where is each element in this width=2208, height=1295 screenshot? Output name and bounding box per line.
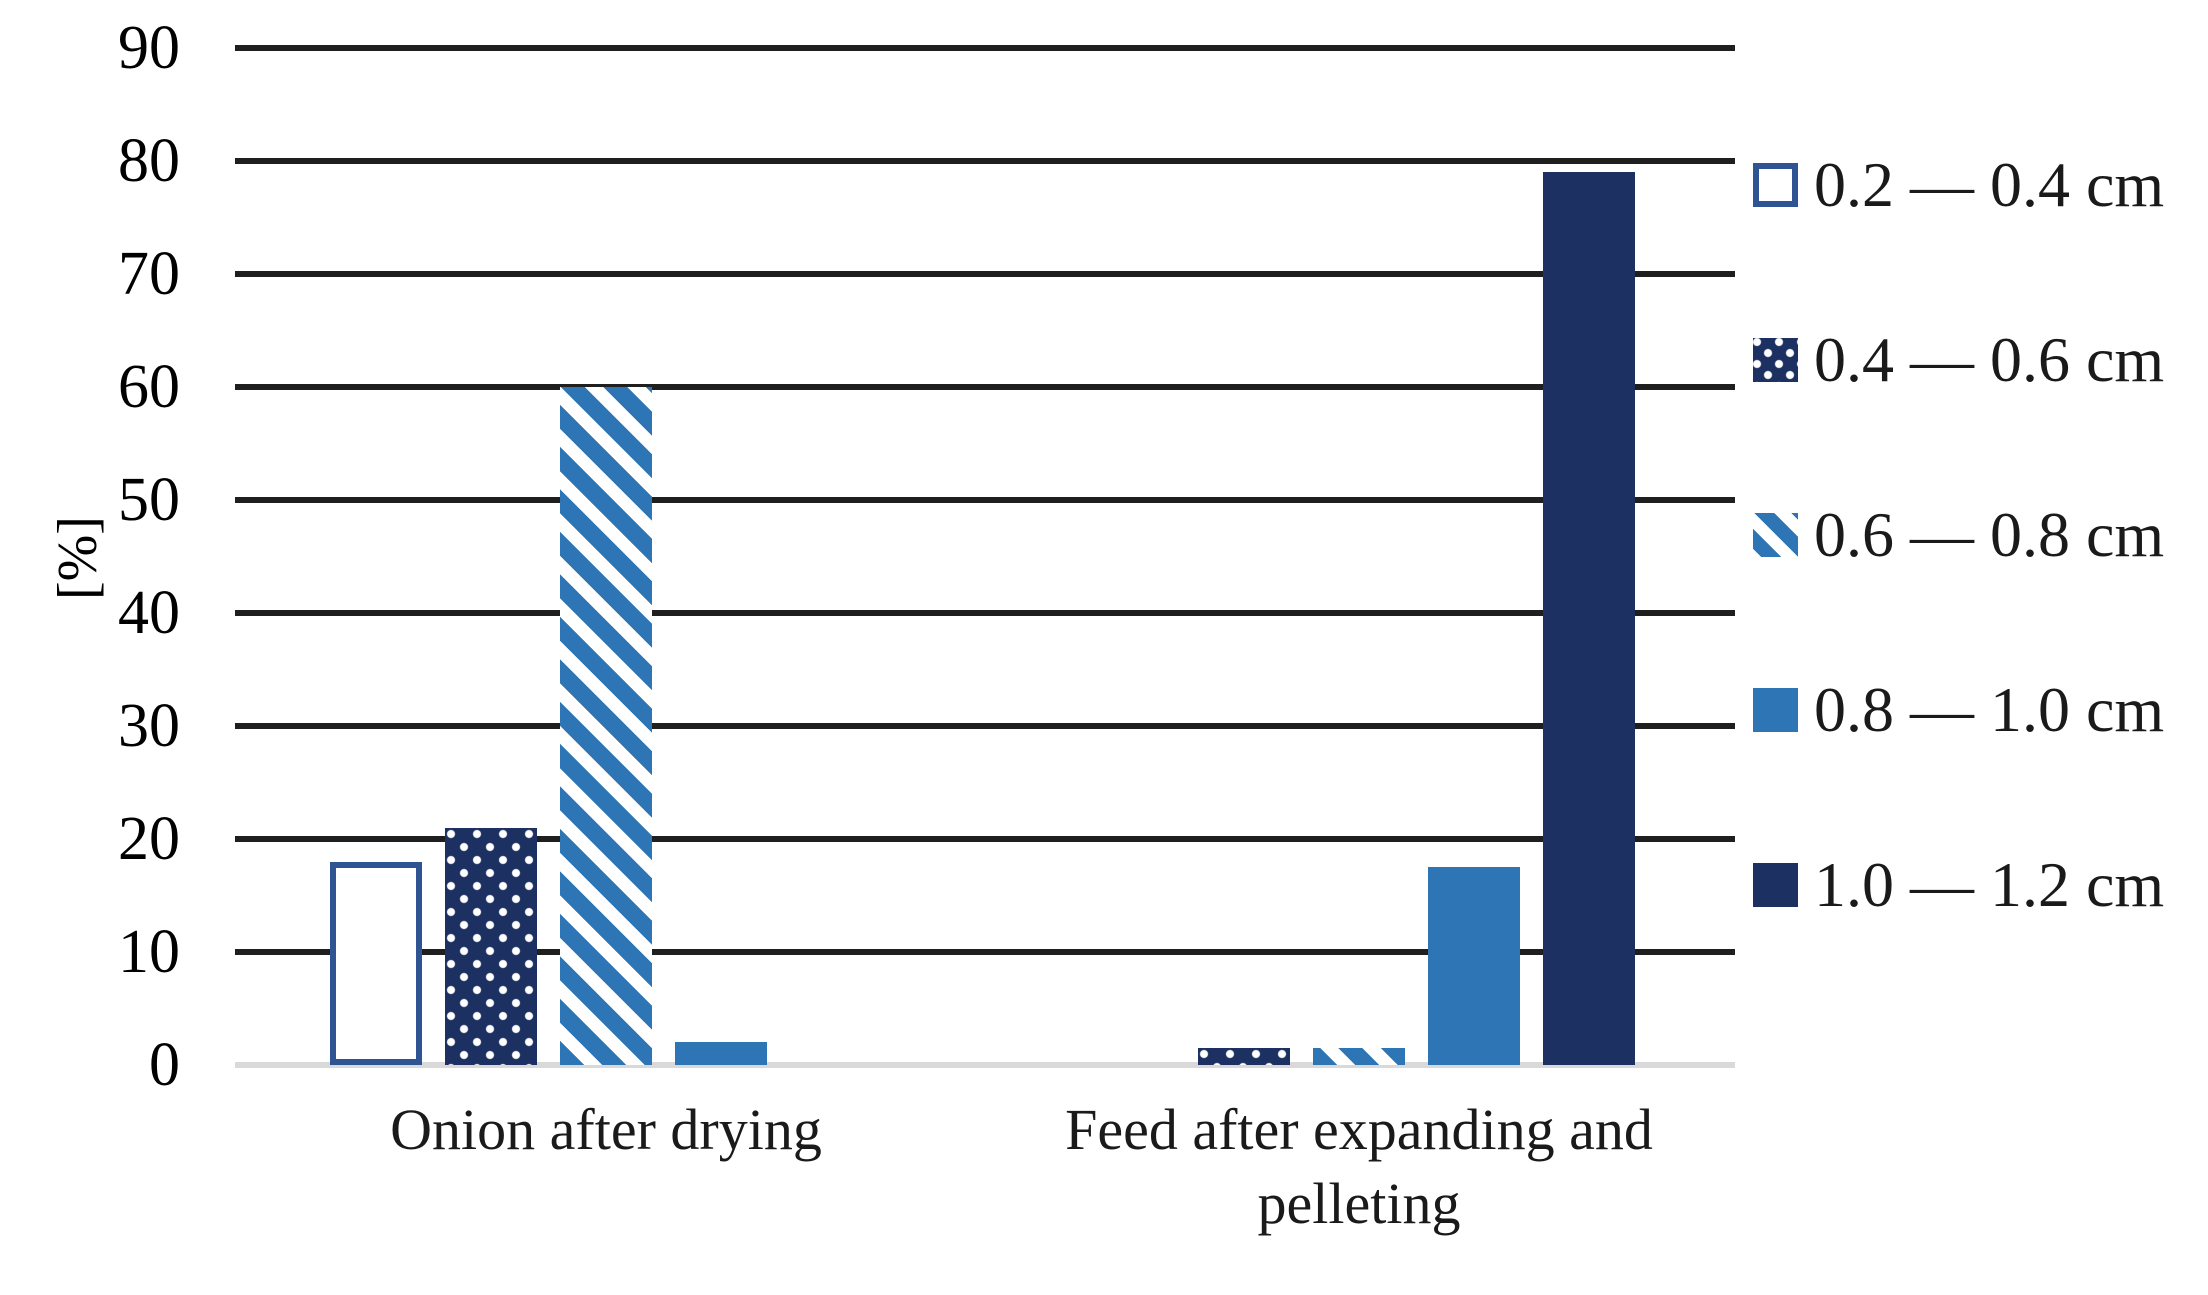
legend-swatch-icon — [1753, 338, 1798, 382]
legend-item: 1.0 — 1.2 cm — [1753, 840, 2208, 930]
gridline — [235, 497, 1735, 503]
bar-open — [330, 861, 422, 1065]
bar-group-feed-after-expanding — [1083, 48, 1635, 1065]
bar-slot — [560, 48, 652, 1065]
y-axis-tick-label: 10 — [118, 918, 180, 986]
y-axis-tick-label: 90 — [118, 14, 180, 82]
bar-slot — [445, 48, 537, 1065]
gridline — [235, 836, 1735, 842]
legend-label: 0.6 — 0.8 cm — [1814, 499, 2165, 570]
bar-stripes — [560, 387, 652, 1065]
bar-stripes — [1313, 1048, 1405, 1065]
y-axis-tick-label: 80 — [118, 127, 180, 195]
bar-slot — [1313, 48, 1405, 1065]
gridline — [235, 723, 1735, 729]
legend-swatch-icon — [1753, 688, 1798, 732]
gridline — [235, 610, 1735, 616]
x-axis-category-label: Feed after expanding and pelleting — [1065, 1097, 1653, 1236]
bar-slot — [1083, 48, 1175, 1065]
legend-item: 0.6 — 0.8 cm — [1753, 490, 2208, 580]
y-axis-tick-label: 30 — [118, 692, 180, 760]
bar-slot — [675, 48, 767, 1065]
bar-solid-mid — [1428, 867, 1520, 1065]
bar-slot — [330, 48, 422, 1065]
legend-label: 1.0 — 1.2 cm — [1814, 849, 2165, 920]
gridline — [235, 949, 1735, 955]
legend-label: 0.2 — 0.4 cm — [1814, 149, 2165, 220]
legend-swatch-icon — [1753, 513, 1798, 557]
legend-label: 0.8 — 1.0 cm — [1814, 674, 2165, 745]
gridline — [235, 384, 1735, 390]
bar-solid-navy — [1543, 172, 1635, 1065]
bar-dots — [1198, 1048, 1290, 1065]
bar-solid-mid — [675, 1042, 767, 1065]
bar-slot — [1198, 48, 1290, 1065]
bar-dots — [445, 827, 537, 1065]
y-axis-tick-label: 0 — [149, 1031, 180, 1099]
legend-item: 0.8 — 1.0 cm — [1753, 665, 2208, 755]
x-axis-baseline — [235, 1062, 1735, 1068]
plot-area — [235, 45, 1735, 1068]
y-axis-tick-label: 40 — [118, 579, 180, 647]
y-axis-tick-label: 60 — [118, 353, 180, 421]
legend-item: 0.4 — 0.6 cm — [1753, 315, 2208, 405]
y-axis-tick-label: 70 — [118, 240, 180, 308]
y-axis-tick-label: 20 — [118, 805, 180, 873]
gridline — [235, 158, 1735, 164]
y-axis-tick-label: 50 — [118, 466, 180, 534]
gridline — [235, 45, 1735, 51]
legend-swatch-icon — [1753, 863, 1798, 907]
legend-label: 0.4 — 0.6 cm — [1814, 324, 2165, 395]
bar-group-onion-after-drying — [330, 48, 882, 1065]
legend-swatch-icon — [1753, 163, 1798, 207]
x-axis-category-label: Onion after drying — [390, 1097, 822, 1162]
bar-slot — [1428, 48, 1520, 1065]
gridline — [235, 271, 1735, 277]
legend-item: 0.2 — 0.4 cm — [1753, 140, 2208, 230]
bar-slot — [790, 48, 882, 1065]
bar-slot — [1543, 48, 1635, 1065]
